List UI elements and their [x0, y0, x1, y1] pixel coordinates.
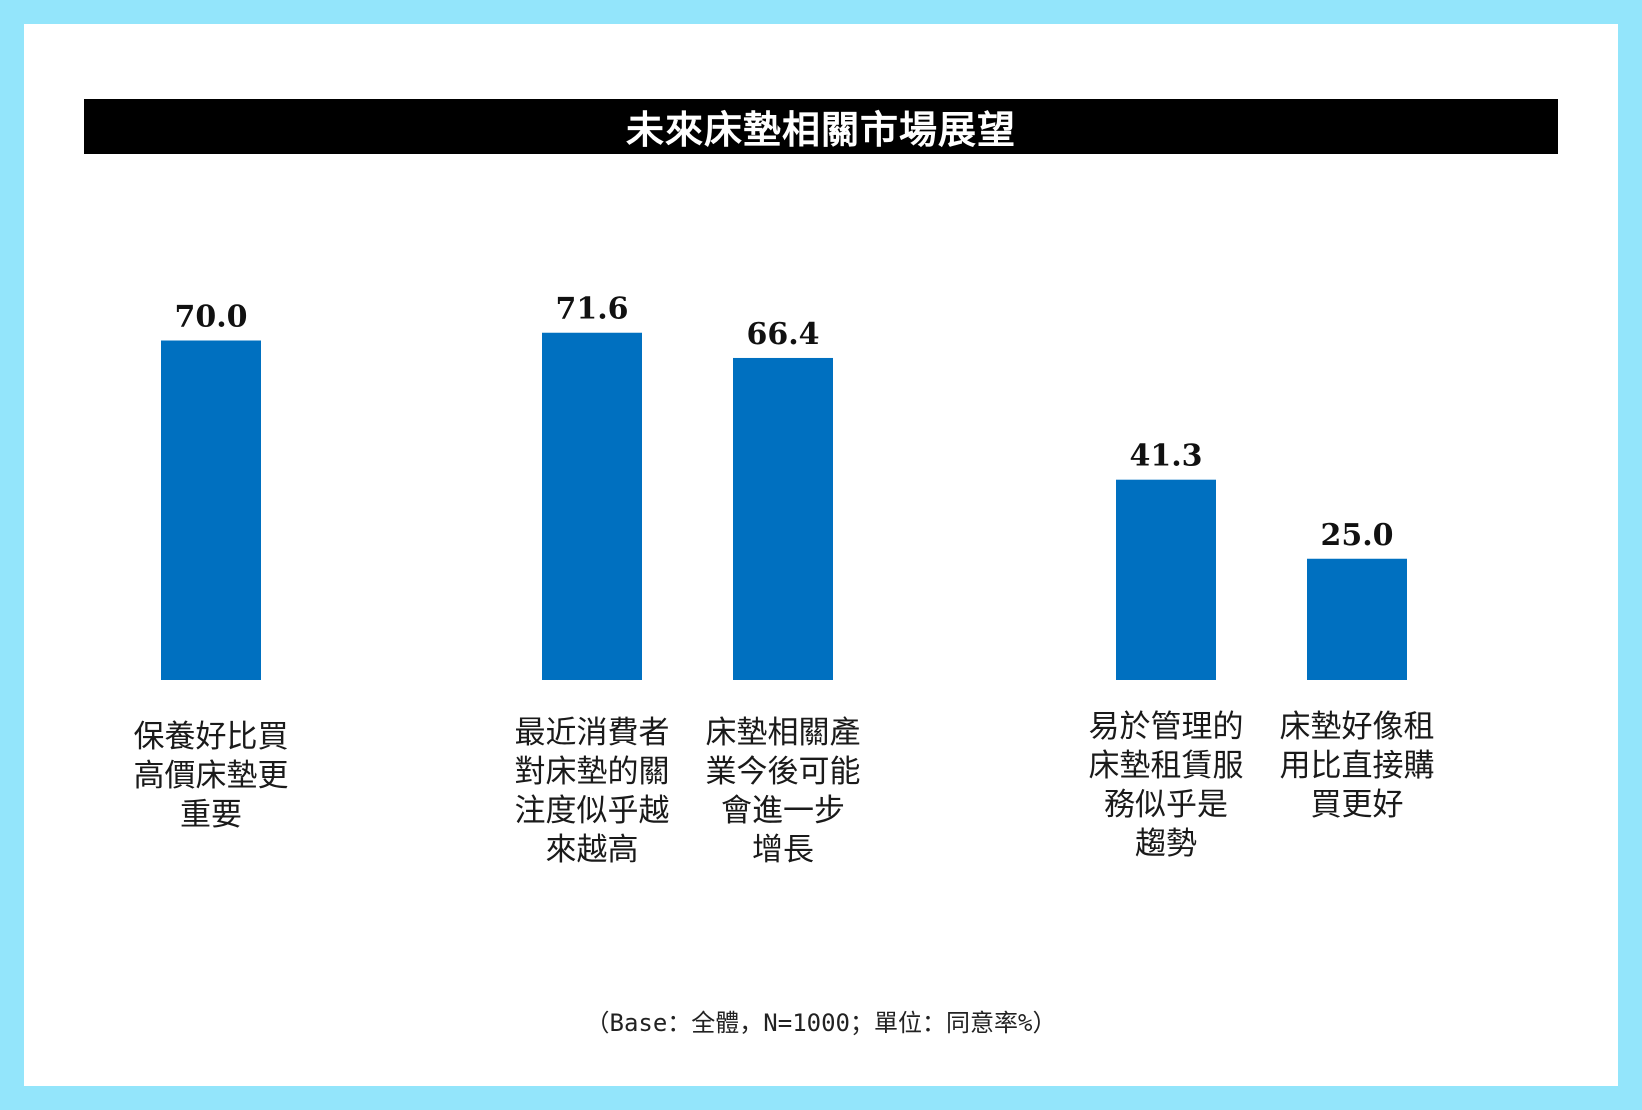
- category-label-line: 買更好: [1310, 787, 1404, 823]
- bar-chart: 70.0 71.6 66.4 41.3 25.0: [161, 292, 1407, 680]
- category-label-line: 床墊租賃服: [1088, 748, 1244, 784]
- category-label-line: 重要: [180, 797, 242, 833]
- chart-title: 未來床墊相關市場展望: [625, 108, 1016, 152]
- category-label-line: 業今後可能: [705, 754, 861, 790]
- category-label-line: 務似乎是: [1104, 787, 1228, 823]
- category-label-2: 最近消費者 對床墊的關 注度似乎越 來越高: [502, 714, 682, 870]
- category-label-line: 最近消費者: [514, 715, 670, 751]
- category-label-line: 會進一步: [721, 793, 845, 829]
- category-label-4: 易於管理的 床墊租賃服 務似乎是 趨勢: [1076, 708, 1256, 864]
- category-label-line: 易於管理的: [1088, 709, 1244, 745]
- category-label-5: 床墊好像租 用比直接購 買更好: [1267, 708, 1447, 825]
- category-label-line: 趨勢: [1135, 826, 1197, 862]
- category-label-line: 注度似乎越: [514, 793, 670, 829]
- category-label-line: 對床墊的關: [514, 754, 670, 790]
- category-label-line: 來越高: [545, 832, 639, 868]
- bar-4: [1116, 479, 1216, 680]
- bar-3: [733, 357, 833, 680]
- category-label-line: 床墊好像租: [1279, 709, 1435, 745]
- category-label-line: 用比直接購: [1279, 748, 1435, 784]
- category-label-line: 高價床墊更: [133, 758, 289, 794]
- chart-title-bar: 未來床墊相關市場展望: [84, 99, 1558, 154]
- category-label-line: 保養好比買: [133, 719, 289, 755]
- value-label-4: 41.3: [1129, 439, 1202, 474]
- value-label-3: 66.4: [746, 317, 819, 352]
- category-label-line: 床墊相關產: [705, 715, 861, 751]
- value-label-1: 70.0: [174, 300, 247, 335]
- bar-2: [542, 332, 642, 680]
- value-label-5: 25.0: [1320, 518, 1393, 553]
- bar-1: [161, 340, 261, 680]
- chart-panel: 未來床墊相關市場展望 70.0 71.6 66.4 41.3 25.0 保養好比買 高價床…: [24, 24, 1618, 1086]
- bar-5: [1307, 558, 1407, 680]
- category-label-3: 床墊相關產 業今後可能 會進一步 增長: [693, 714, 873, 870]
- footnote: （Base：全體，N=1000；單位：同意率%）: [585, 1009, 1057, 1037]
- value-label-2: 71.6: [555, 292, 628, 327]
- category-label-1: 保養好比買 高價床墊更 重要: [121, 718, 301, 835]
- category-label-line: 增長: [752, 832, 814, 868]
